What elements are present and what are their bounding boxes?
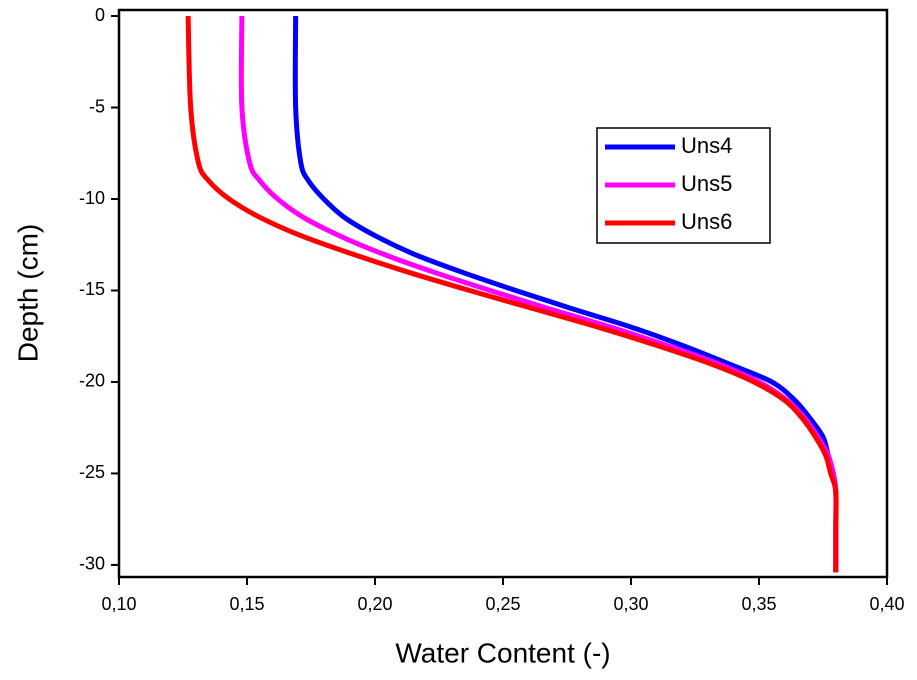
x-tick-label: 0,15: [229, 594, 264, 614]
y-tick-label: -20: [79, 371, 105, 391]
x-tick-label: 0,35: [741, 594, 776, 614]
x-tick-label: 0,40: [869, 594, 904, 614]
series-line: [238, 16, 839, 573]
legend-label: Uns6: [681, 209, 732, 234]
legend-label: Uns5: [681, 171, 732, 196]
x-tick-label: 0,30: [613, 594, 648, 614]
x-tick-label: 0,10: [101, 594, 136, 614]
y-tick-label: -25: [79, 462, 105, 482]
series-line: [185, 15, 839, 573]
x-axis-label: Water Content (-): [395, 637, 610, 668]
series-line: [292, 16, 839, 573]
y-axis-label: Depth (cm): [12, 224, 43, 362]
x-tick-label: 0,25: [485, 594, 520, 614]
y-tick-label: 0: [95, 5, 105, 25]
x-tick-label: 0,20: [357, 594, 392, 614]
legend-label: Uns4: [681, 133, 732, 158]
y-tick-label: -30: [79, 554, 105, 574]
plot-frame: [117, 8, 889, 579]
y-tick-label: -5: [89, 96, 105, 116]
y-tick-label: -15: [79, 279, 105, 299]
y-tick-label: -10: [79, 188, 105, 208]
